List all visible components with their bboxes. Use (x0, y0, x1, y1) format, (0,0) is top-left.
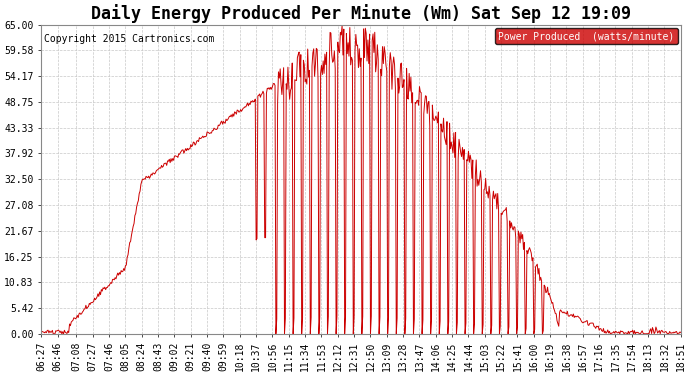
Legend: Power Produced  (watts/minute): Power Produced (watts/minute) (495, 28, 678, 44)
Title: Daily Energy Produced Per Minute (Wm) Sat Sep 12 19:09: Daily Energy Produced Per Minute (Wm) Sa… (91, 4, 631, 23)
Text: Copyright 2015 Cartronics.com: Copyright 2015 Cartronics.com (44, 34, 215, 44)
